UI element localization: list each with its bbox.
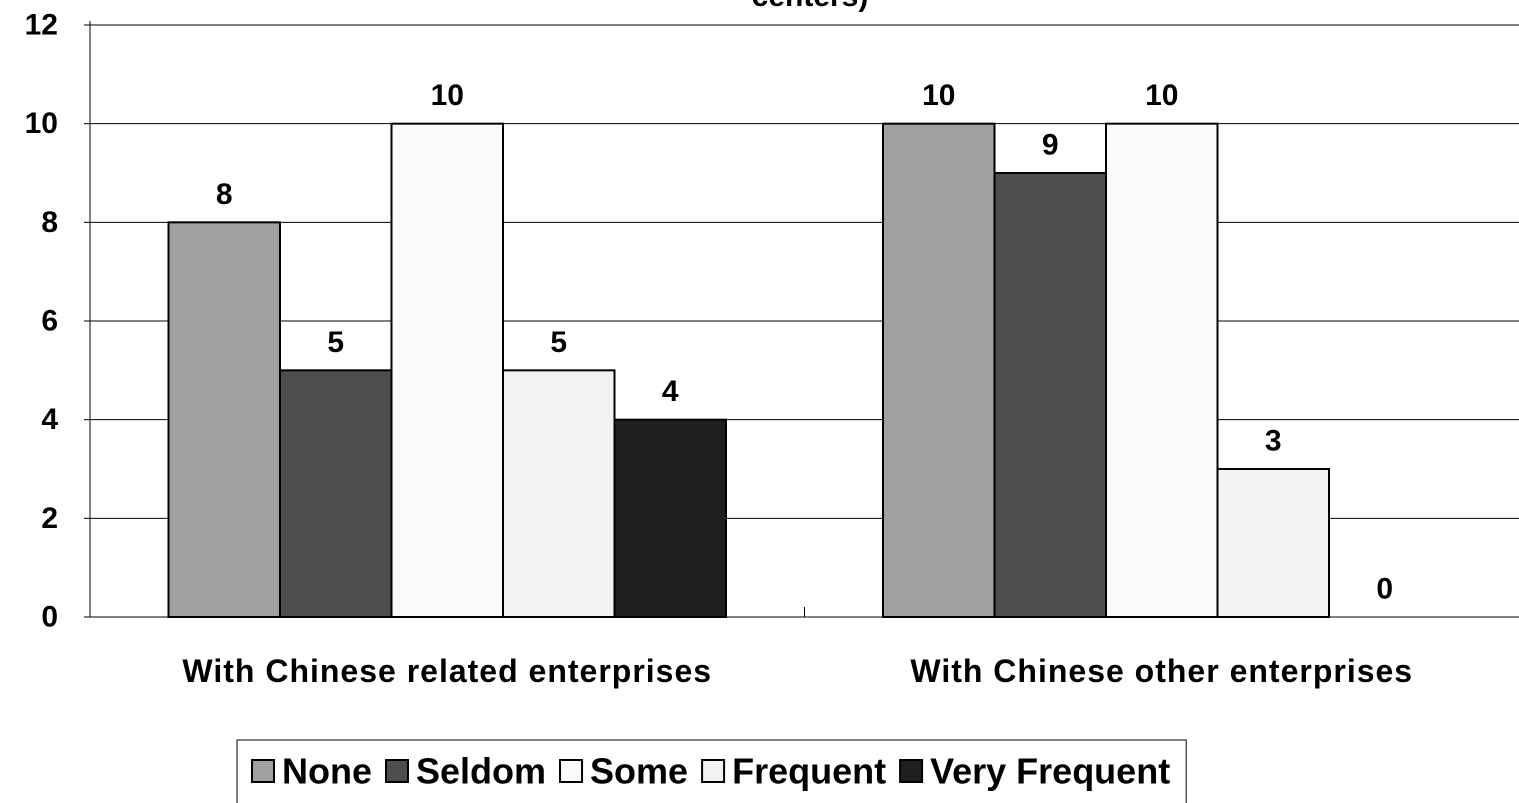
category-labels: With Chinese related enterprises With Chi…	[182, 653, 1413, 689]
legend-swatch	[701, 759, 726, 783]
legend-label: Very Frequent	[930, 751, 1170, 792]
bar	[613, 418, 727, 618]
x-category-label: With Chinese related enterprises	[182, 653, 712, 689]
data-label: 10	[1145, 79, 1178, 112]
data-label: 9	[1042, 129, 1059, 162]
legend-label: None	[282, 751, 372, 792]
legend-swatch	[385, 759, 409, 783]
bars	[167, 122, 1330, 619]
bar	[502, 369, 616, 619]
bar	[167, 221, 281, 618]
data-label: 8	[216, 178, 233, 211]
y-tick-label: 0	[41, 601, 58, 634]
legend-label: Frequent	[732, 751, 886, 792]
y-tick-label: 2	[41, 502, 58, 535]
y-tick-label: 6	[41, 305, 58, 338]
legend-swatch	[559, 759, 584, 783]
legend: None Seldom Some Frequent Very Frequent	[236, 739, 1187, 803]
data-label: 10	[431, 79, 464, 112]
data-label: 5	[327, 326, 344, 359]
bar	[1105, 122, 1219, 619]
data-label: 3	[1265, 425, 1282, 458]
data-label: 5	[550, 326, 567, 359]
x-category-label: With Chinese other enterprises	[910, 653, 1413, 689]
chart-title: centers)	[752, 0, 869, 13]
data-label: 0	[1376, 573, 1393, 606]
y-tick-label: 4	[41, 403, 58, 436]
bar	[882, 122, 996, 619]
bar	[993, 172, 1107, 618]
legend-label: Some	[590, 751, 688, 792]
legend-label: Seldom	[416, 751, 546, 792]
data-label: 10	[922, 79, 955, 112]
axes: 0 2 4 6 8 10 12	[25, 9, 1519, 634]
y-tick-label: 10	[25, 107, 58, 140]
bar	[390, 122, 504, 619]
y-tick-label: 8	[41, 206, 58, 239]
bar	[1216, 468, 1330, 618]
data-labels: 8 5 10 5 4 10 9 10 3 0	[216, 79, 1393, 605]
y-tick-label: 12	[25, 9, 58, 42]
legend-swatch	[899, 759, 924, 783]
legend-swatch	[251, 759, 275, 783]
chart-title-group: centers)	[752, 0, 869, 13]
data-label: 4	[662, 375, 679, 408]
bar	[279, 369, 393, 619]
